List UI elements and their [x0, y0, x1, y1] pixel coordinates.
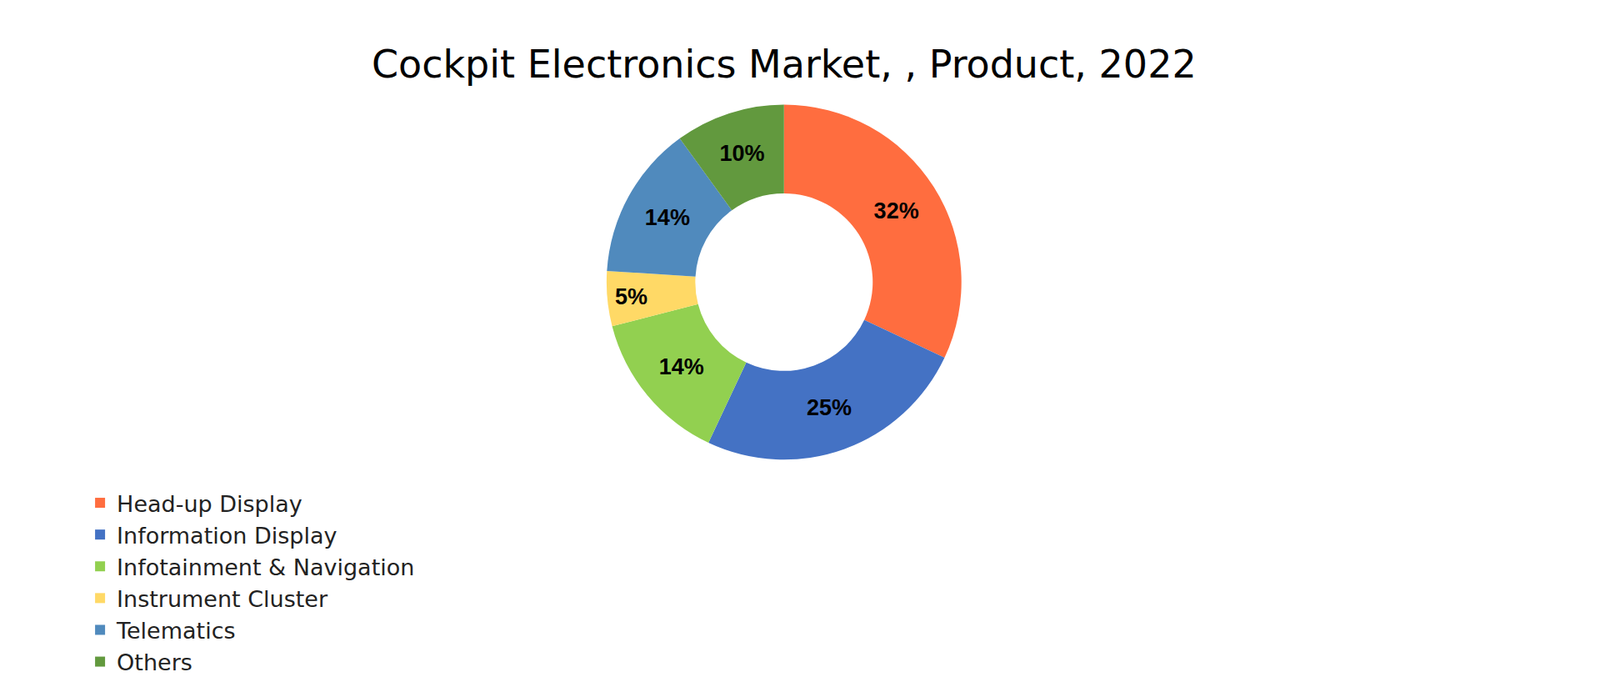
svg-text:Information Display: Information Display [116, 522, 337, 549]
svg-text:14%: 14% [645, 205, 690, 230]
svg-text:14%: 14% [659, 354, 705, 380]
svg-text:Telematics: Telematics [115, 617, 235, 644]
svg-text:5%: 5% [615, 284, 648, 310]
svg-text:Others: Others [116, 649, 193, 675]
svg-text:Head-up Display: Head-up Display [116, 490, 303, 517]
svg-text:10%: 10% [720, 140, 765, 166]
svg-text:25%: 25% [806, 395, 852, 420]
svg-text:Cockpit Electronics Market, ,: Cockpit Electronics Market, , Product, 2… [371, 41, 1197, 87]
svg-text:Infotainment & Navigation: Infotainment & Navigation [116, 554, 415, 580]
svg-text:Instrument Cluster: Instrument Cluster [116, 585, 329, 612]
svg-text:32%: 32% [874, 198, 920, 224]
